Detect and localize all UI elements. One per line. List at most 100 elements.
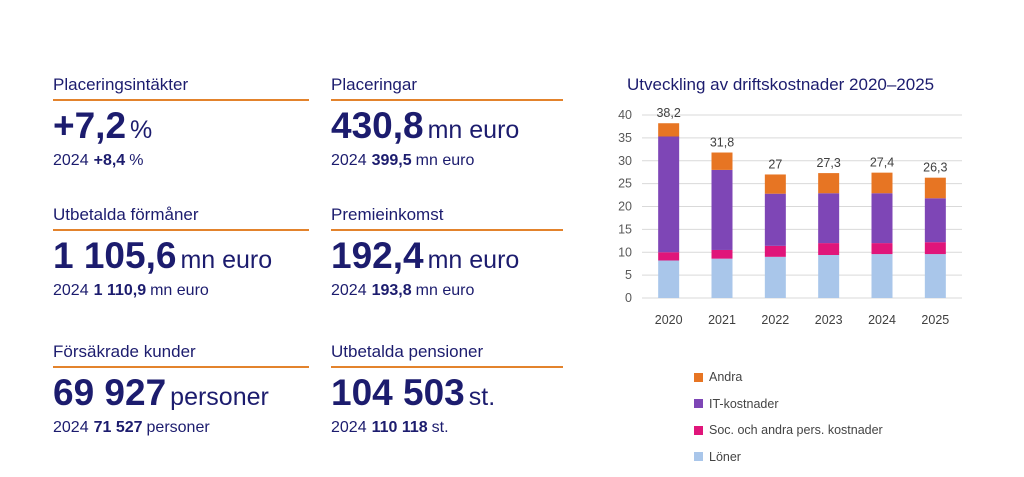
legend-swatch <box>694 372 703 382</box>
legend-swatch <box>694 399 703 409</box>
kpi-prev-value: 1 110,9 <box>93 282 147 299</box>
legend-item: Löner <box>694 444 883 471</box>
kpi-value: 1 105,6 mn euro <box>53 237 309 274</box>
bar-segment <box>871 254 893 298</box>
kpi-prev-year: 2024 <box>53 282 89 299</box>
bar-segment <box>764 256 786 298</box>
kpi-previous: 2024 71 527 personer <box>53 419 309 437</box>
bar-total-label: 27,3 <box>816 156 840 170</box>
x-tick-label: 2024 <box>868 313 896 327</box>
kpi-prev-unit: % <box>129 152 144 169</box>
legend-swatch <box>694 452 703 462</box>
x-tick-label: 2025 <box>921 313 949 327</box>
kpi-previous: 2024 399,5 mn euro <box>331 152 563 170</box>
bar-segment <box>711 169 733 250</box>
kpi-title: Utbetalda pensioner <box>331 342 563 368</box>
kpi-unit: mn euro <box>427 116 520 144</box>
legend-item: Soc. och andra pers. kostnader <box>694 417 883 444</box>
kpi-premieinkomst: Premieinkomst 192,4 mn euro 2024 193,8 mn e… <box>331 205 563 300</box>
kpi-forsakrade-kunder: Försäkrade kunder 69 927 personer 2024 71 … <box>53 342 309 437</box>
bar-segment <box>658 252 680 261</box>
bar-segment <box>658 136 680 253</box>
x-tick-label: 2022 <box>761 313 789 327</box>
kpi-prev-year: 2024 <box>331 152 367 169</box>
kpi-prev-unit: mn euro <box>415 152 475 169</box>
bar-total-label: 31,8 <box>710 136 734 150</box>
kpi-utbetalda-pensioner: Utbetalda pensioner 104 503 st. 2024 110 1… <box>331 342 563 437</box>
kpi-previous: 2024 110 118 st. <box>331 419 563 437</box>
bar-segment <box>871 172 893 194</box>
bar-segment <box>924 254 946 298</box>
legend-swatch <box>694 425 703 435</box>
kpi-prev-year: 2024 <box>53 419 89 436</box>
kpi-title: Placeringsintäkter <box>53 75 309 101</box>
kpi-placeringar: Placeringar 430,8 mn euro 2024 399,5 mn eur… <box>331 75 563 170</box>
bar-segment <box>711 258 733 298</box>
legend-item: Andra <box>694 364 883 391</box>
bar-segment <box>658 260 680 298</box>
y-tick-label: 40 <box>618 108 632 122</box>
kpi-prev-year: 2024 <box>53 152 89 169</box>
kpi-number: +7,2 <box>53 105 127 146</box>
bar-segment <box>818 243 840 255</box>
bar-segment <box>871 193 893 244</box>
y-tick-label: 15 <box>618 222 632 236</box>
kpi-value: 104 503 st. <box>331 374 563 411</box>
bar-segment <box>924 242 946 255</box>
kpi-number: 192,4 <box>331 235 424 276</box>
bar-segment <box>711 249 733 259</box>
kpi-number: 1 105,6 <box>53 235 177 276</box>
kpi-prev-unit: mn euro <box>150 282 209 299</box>
bar-total-label: 27,4 <box>870 156 894 170</box>
x-tick-label: 2020 <box>655 313 683 327</box>
chart-title: Utveckling av driftskostnader 2020–2025 <box>627 75 935 94</box>
bar-segment <box>764 245 786 257</box>
y-tick-label: 10 <box>618 245 632 259</box>
bar-segment <box>818 193 840 244</box>
kpi-prev-unit: st. <box>431 419 449 436</box>
kpi-utbetalda-formaner: Utbetalda förmåner 1 105,6 mn euro 2024 1 … <box>53 205 309 300</box>
kpi-prev-value: 399,5 <box>371 152 412 169</box>
kpi-title: Försäkrade kunder <box>53 342 309 368</box>
x-tick-label: 2023 <box>815 313 843 327</box>
bar-segment <box>658 123 680 137</box>
legend-label: IT-kostnader <box>709 396 779 411</box>
bar-segment <box>924 177 946 199</box>
kpi-prev-year: 2024 <box>331 419 367 436</box>
y-tick-label: 35 <box>618 131 632 145</box>
kpi-value: 192,4 mn euro <box>331 237 563 274</box>
kpi-number: 104 503 <box>331 372 465 413</box>
y-tick-label: 30 <box>618 154 632 168</box>
kpi-prev-value: 110 118 <box>371 419 428 436</box>
kpi-previous: 2024 193,8 mn euro <box>331 282 563 300</box>
kpi-previous: 2024 +8,4% <box>53 152 309 170</box>
bar-total-label: 27 <box>768 157 782 171</box>
kpi-prev-unit: mn euro <box>415 282 475 299</box>
bar-segment <box>818 254 840 298</box>
kpi-prev-year: 2024 <box>331 282 367 299</box>
kpi-value: 69 927 personer <box>53 374 309 411</box>
bar-total-label: 26,3 <box>923 161 947 175</box>
kpi-value: +7,2% <box>53 107 309 144</box>
kpi-unit: st. <box>468 383 496 411</box>
y-tick-label: 5 <box>625 268 632 282</box>
bar-total-label: 38,2 <box>656 106 680 120</box>
chart-legend: Andra IT-kostnader Soc. och andra pers. ko… <box>694 364 883 470</box>
kpi-placeringsintakter: Placeringsintäkter +7,2% 2024 +8,4% <box>53 75 309 170</box>
y-tick-label: 0 <box>625 291 632 305</box>
bar-segment <box>711 152 733 170</box>
kpi-prev-value: 71 527 <box>93 419 143 436</box>
y-tick-label: 20 <box>618 200 632 214</box>
kpi-value: 430,8 mn euro <box>331 107 563 144</box>
bar-segment <box>924 198 946 243</box>
x-tick-label: 2021 <box>708 313 736 327</box>
legend-label: Soc. och andra pers. kostnader <box>709 423 883 438</box>
kpi-prev-value: 193,8 <box>371 282 412 299</box>
kpi-previous: 2024 1 110,9 mn euro <box>53 282 309 300</box>
kpi-title: Utbetalda förmåner <box>53 205 309 231</box>
kpi-title: Placeringar <box>331 75 563 101</box>
legend-label: Löner <box>709 449 741 464</box>
kpi-prev-value: +8,4 <box>93 152 126 169</box>
bar-segment <box>764 193 786 246</box>
kpi-unit: mn euro <box>180 246 273 274</box>
